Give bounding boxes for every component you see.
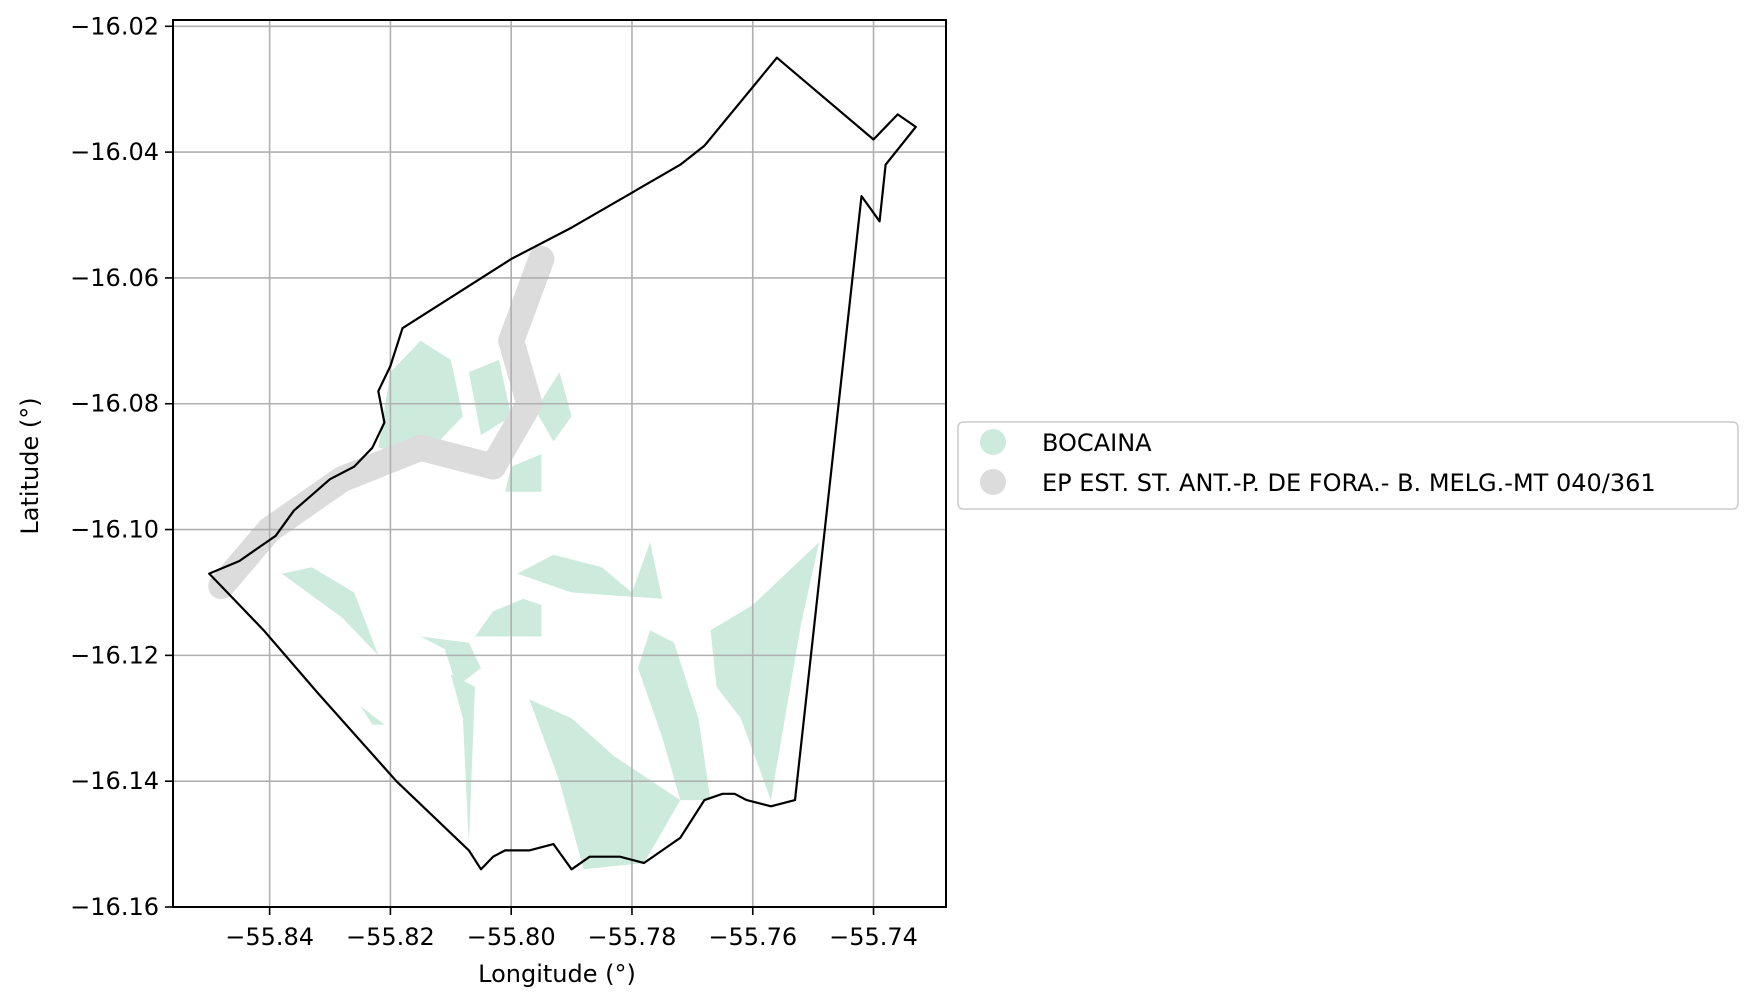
- legend-label-highway: EP EST. ST. ANT.-P. DE FORA.- B. MELG.-M…: [1042, 469, 1656, 497]
- legend-marker-highway: [980, 469, 1006, 495]
- bocaina-area-9: [529, 699, 681, 870]
- bocaina-area-11: [710, 542, 820, 801]
- x-axis-title: Longitude (°): [478, 960, 636, 988]
- y-tick-label: −16.10: [70, 516, 159, 544]
- y-tick-label: −16.02: [70, 12, 159, 40]
- plot-area: [172, 19, 947, 908]
- bocaina-area-4: [517, 542, 663, 599]
- bocaina-area-3: [505, 454, 542, 492]
- x-tick-label: −55.76: [708, 923, 797, 951]
- y-tick-label: −16.04: [70, 138, 159, 166]
- legend-marker-bocaina: [980, 429, 1006, 455]
- bocaina-area-5: [475, 598, 542, 637]
- axes-frame: [172, 19, 947, 908]
- legend: BOCAINA EP EST. ST. ANT.-P. DE FORA.- B.…: [957, 421, 1739, 510]
- legend-label-bocaina: BOCAINA: [1042, 429, 1152, 457]
- x-tick-label: −55.82: [346, 923, 435, 951]
- legend-frame: [957, 421, 1739, 510]
- bocaina-area-7: [420, 636, 481, 687]
- bocaina-area-6: [281, 567, 379, 656]
- boundary-outline: [208, 56, 917, 871]
- y-tick-label: −16.12: [70, 641, 159, 669]
- y-tick-label: −16.06: [70, 264, 159, 292]
- y-tick-label: −16.08: [70, 390, 159, 418]
- axis-ticks: −55.84 −55.82 −55.80 −55.78 −55.76 −55.74 −16.…: [70, 12, 918, 951]
- y-tick-label: −16.14: [70, 767, 159, 795]
- bocaina-area-0: [378, 340, 463, 455]
- x-tick-label: −55.80: [467, 923, 556, 951]
- y-axis-title: Latitude (°): [16, 397, 44, 534]
- bocaina-area-8: [450, 674, 475, 845]
- bocaina-area-1: [468, 359, 512, 436]
- bocaina-area-2: [535, 372, 572, 442]
- highway-corridor: [208, 246, 555, 600]
- bocaina-area-10: [638, 630, 711, 801]
- x-tick-label: −55.84: [225, 923, 314, 951]
- bocaina-area-12: [360, 705, 385, 725]
- x-tick-label: −55.74: [829, 923, 918, 951]
- y-tick-label: −16.16: [70, 893, 159, 921]
- x-tick-label: −55.78: [588, 923, 677, 951]
